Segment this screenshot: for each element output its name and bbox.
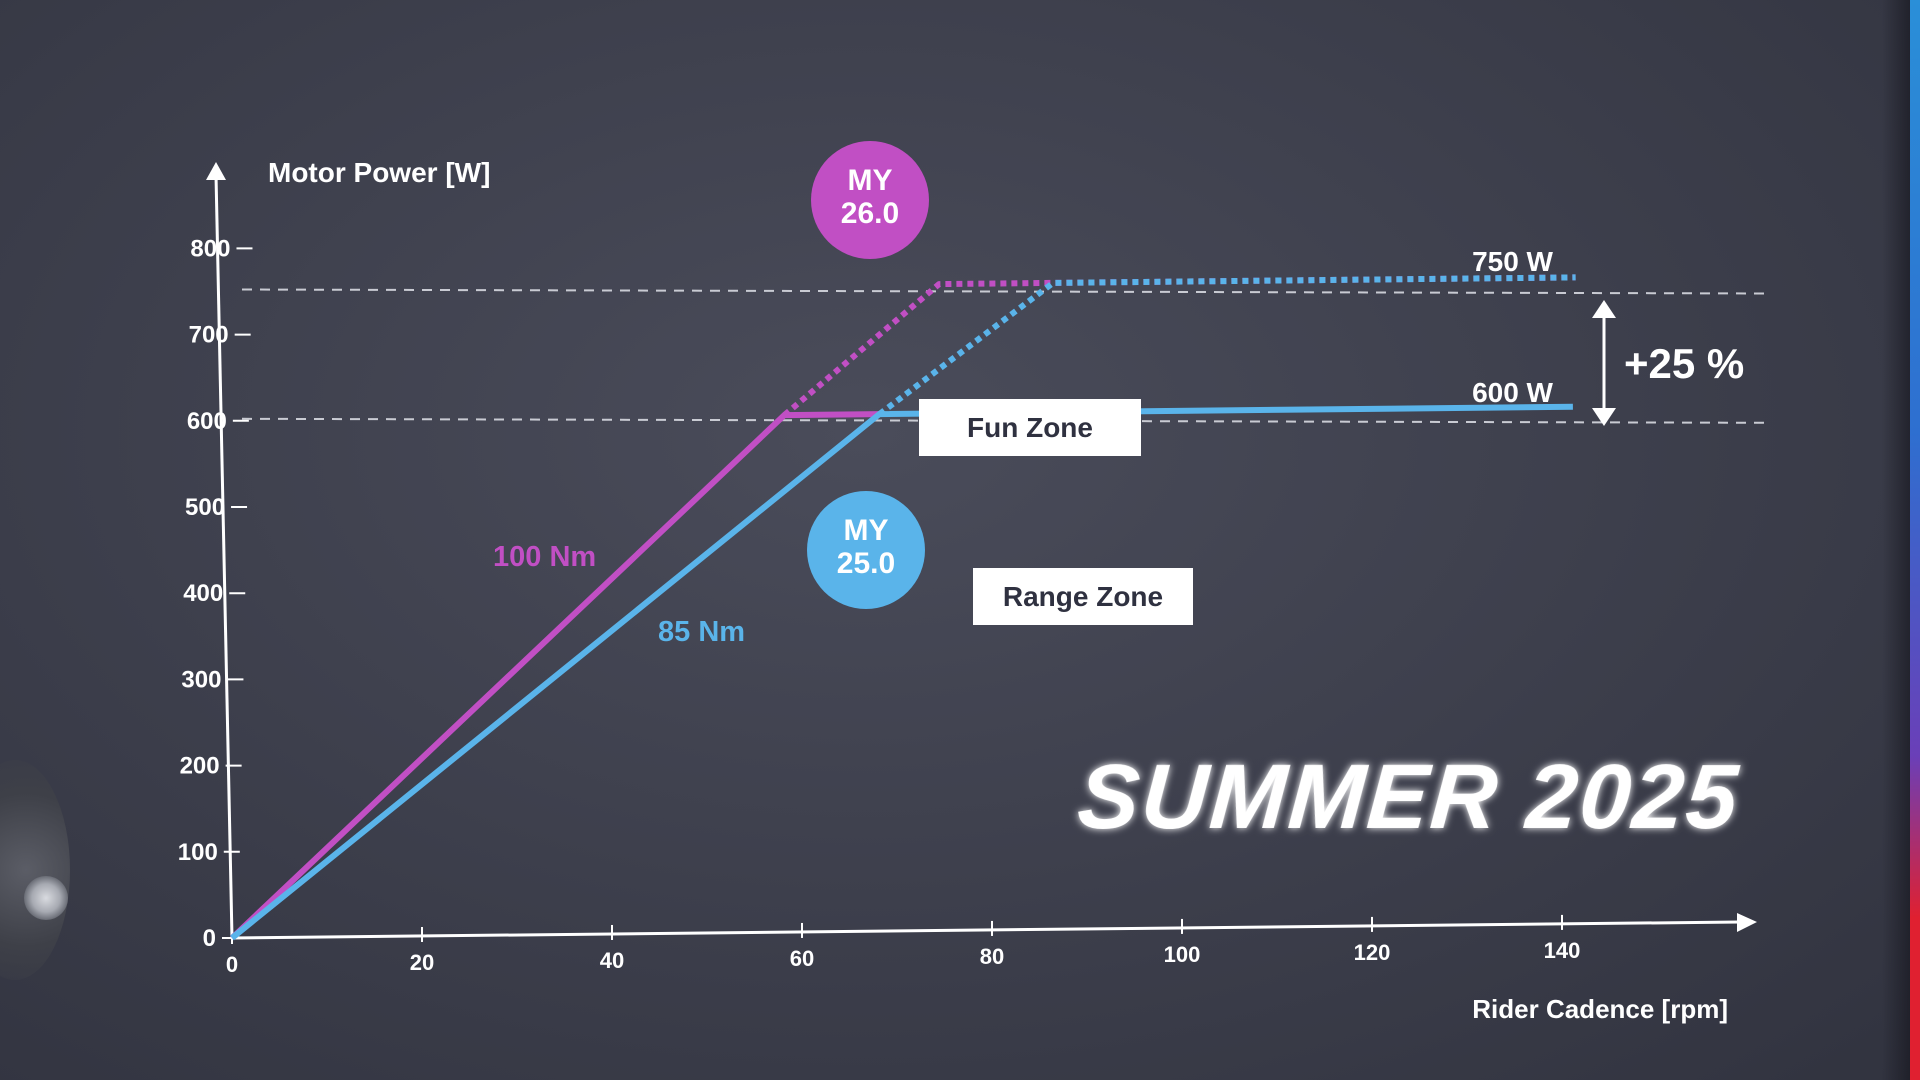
y-tick-label: 500 xyxy=(185,494,225,521)
series-label-85nm: 85 Nm xyxy=(658,616,745,648)
y-ticks: 0 100 200 300 400 500 600 700 800 xyxy=(178,235,253,952)
y-tick-label: 200 xyxy=(180,753,220,780)
badge-my26-line1: MY xyxy=(848,164,893,197)
fun-zone-box: Fun Zone xyxy=(919,399,1141,456)
x-tick-label: 60 xyxy=(790,946,814,971)
badge-my26-line2: 26.0 xyxy=(841,197,899,230)
series-100nm-dotted-line xyxy=(782,274,1576,418)
increase-label: +25 % xyxy=(1624,340,1744,387)
series-85nm-dotted-line xyxy=(877,274,1576,417)
series-85nm-solid-line xyxy=(230,403,1573,941)
y-tick-label: 400 xyxy=(183,580,223,607)
x-axis-arrow xyxy=(1737,913,1757,932)
axes xyxy=(206,162,1757,940)
range-zone-label: Range Zone xyxy=(1003,581,1163,612)
y-tick-label: 100 xyxy=(178,839,218,866)
x-ticks: 0 20 40 60 80 100 120 140 xyxy=(226,914,1581,977)
headline: SUMMER 2025 xyxy=(1075,745,1743,848)
y-tick-label: 700 xyxy=(189,322,229,349)
y-axis-title: Motor Power [W] xyxy=(268,157,490,188)
y-tick-label: 800 xyxy=(190,235,230,262)
x-tick-label: 20 xyxy=(410,950,434,975)
x-axis-title: Rider Cadence [rpm] xyxy=(1472,994,1728,1024)
ref-line-750 xyxy=(241,288,1766,295)
x-tick-label: 100 xyxy=(1164,942,1201,967)
badge-my25-line1: MY xyxy=(844,514,889,547)
fun-zone-label: Fun Zone xyxy=(967,412,1093,443)
x-tick-label: 140 xyxy=(1544,938,1581,963)
x-tick-label: 120 xyxy=(1354,940,1391,965)
x-tick-label: 80 xyxy=(980,944,1004,969)
y-tick-label: 600 xyxy=(187,408,227,435)
ref-label-600: 600 W xyxy=(1472,377,1553,408)
motor-hub-image xyxy=(24,876,68,920)
badge-my25: MY 25.0 xyxy=(807,491,925,609)
y-axis-arrow xyxy=(206,162,226,180)
x-tick-label: 40 xyxy=(600,948,624,973)
screen-edge-shadow xyxy=(1882,0,1910,1080)
ref-label-750: 750 W xyxy=(1472,246,1553,277)
x-tick-label: 0 xyxy=(226,952,238,977)
screen-edge-color-strip xyxy=(1910,0,1920,1080)
y-tick-label: 0 xyxy=(203,925,216,952)
range-zone-box: Range Zone xyxy=(973,568,1193,625)
x-axis-line xyxy=(231,920,1741,940)
badge-my25-line2: 25.0 xyxy=(837,547,895,580)
increase-arrow xyxy=(1592,300,1616,426)
badge-my26: MY 26.0 xyxy=(811,141,929,259)
y-axis-line xyxy=(214,174,234,939)
series-label-100nm: 100 Nm xyxy=(493,541,596,573)
series-layer xyxy=(229,274,1576,941)
y-tick-label: 300 xyxy=(181,666,221,693)
